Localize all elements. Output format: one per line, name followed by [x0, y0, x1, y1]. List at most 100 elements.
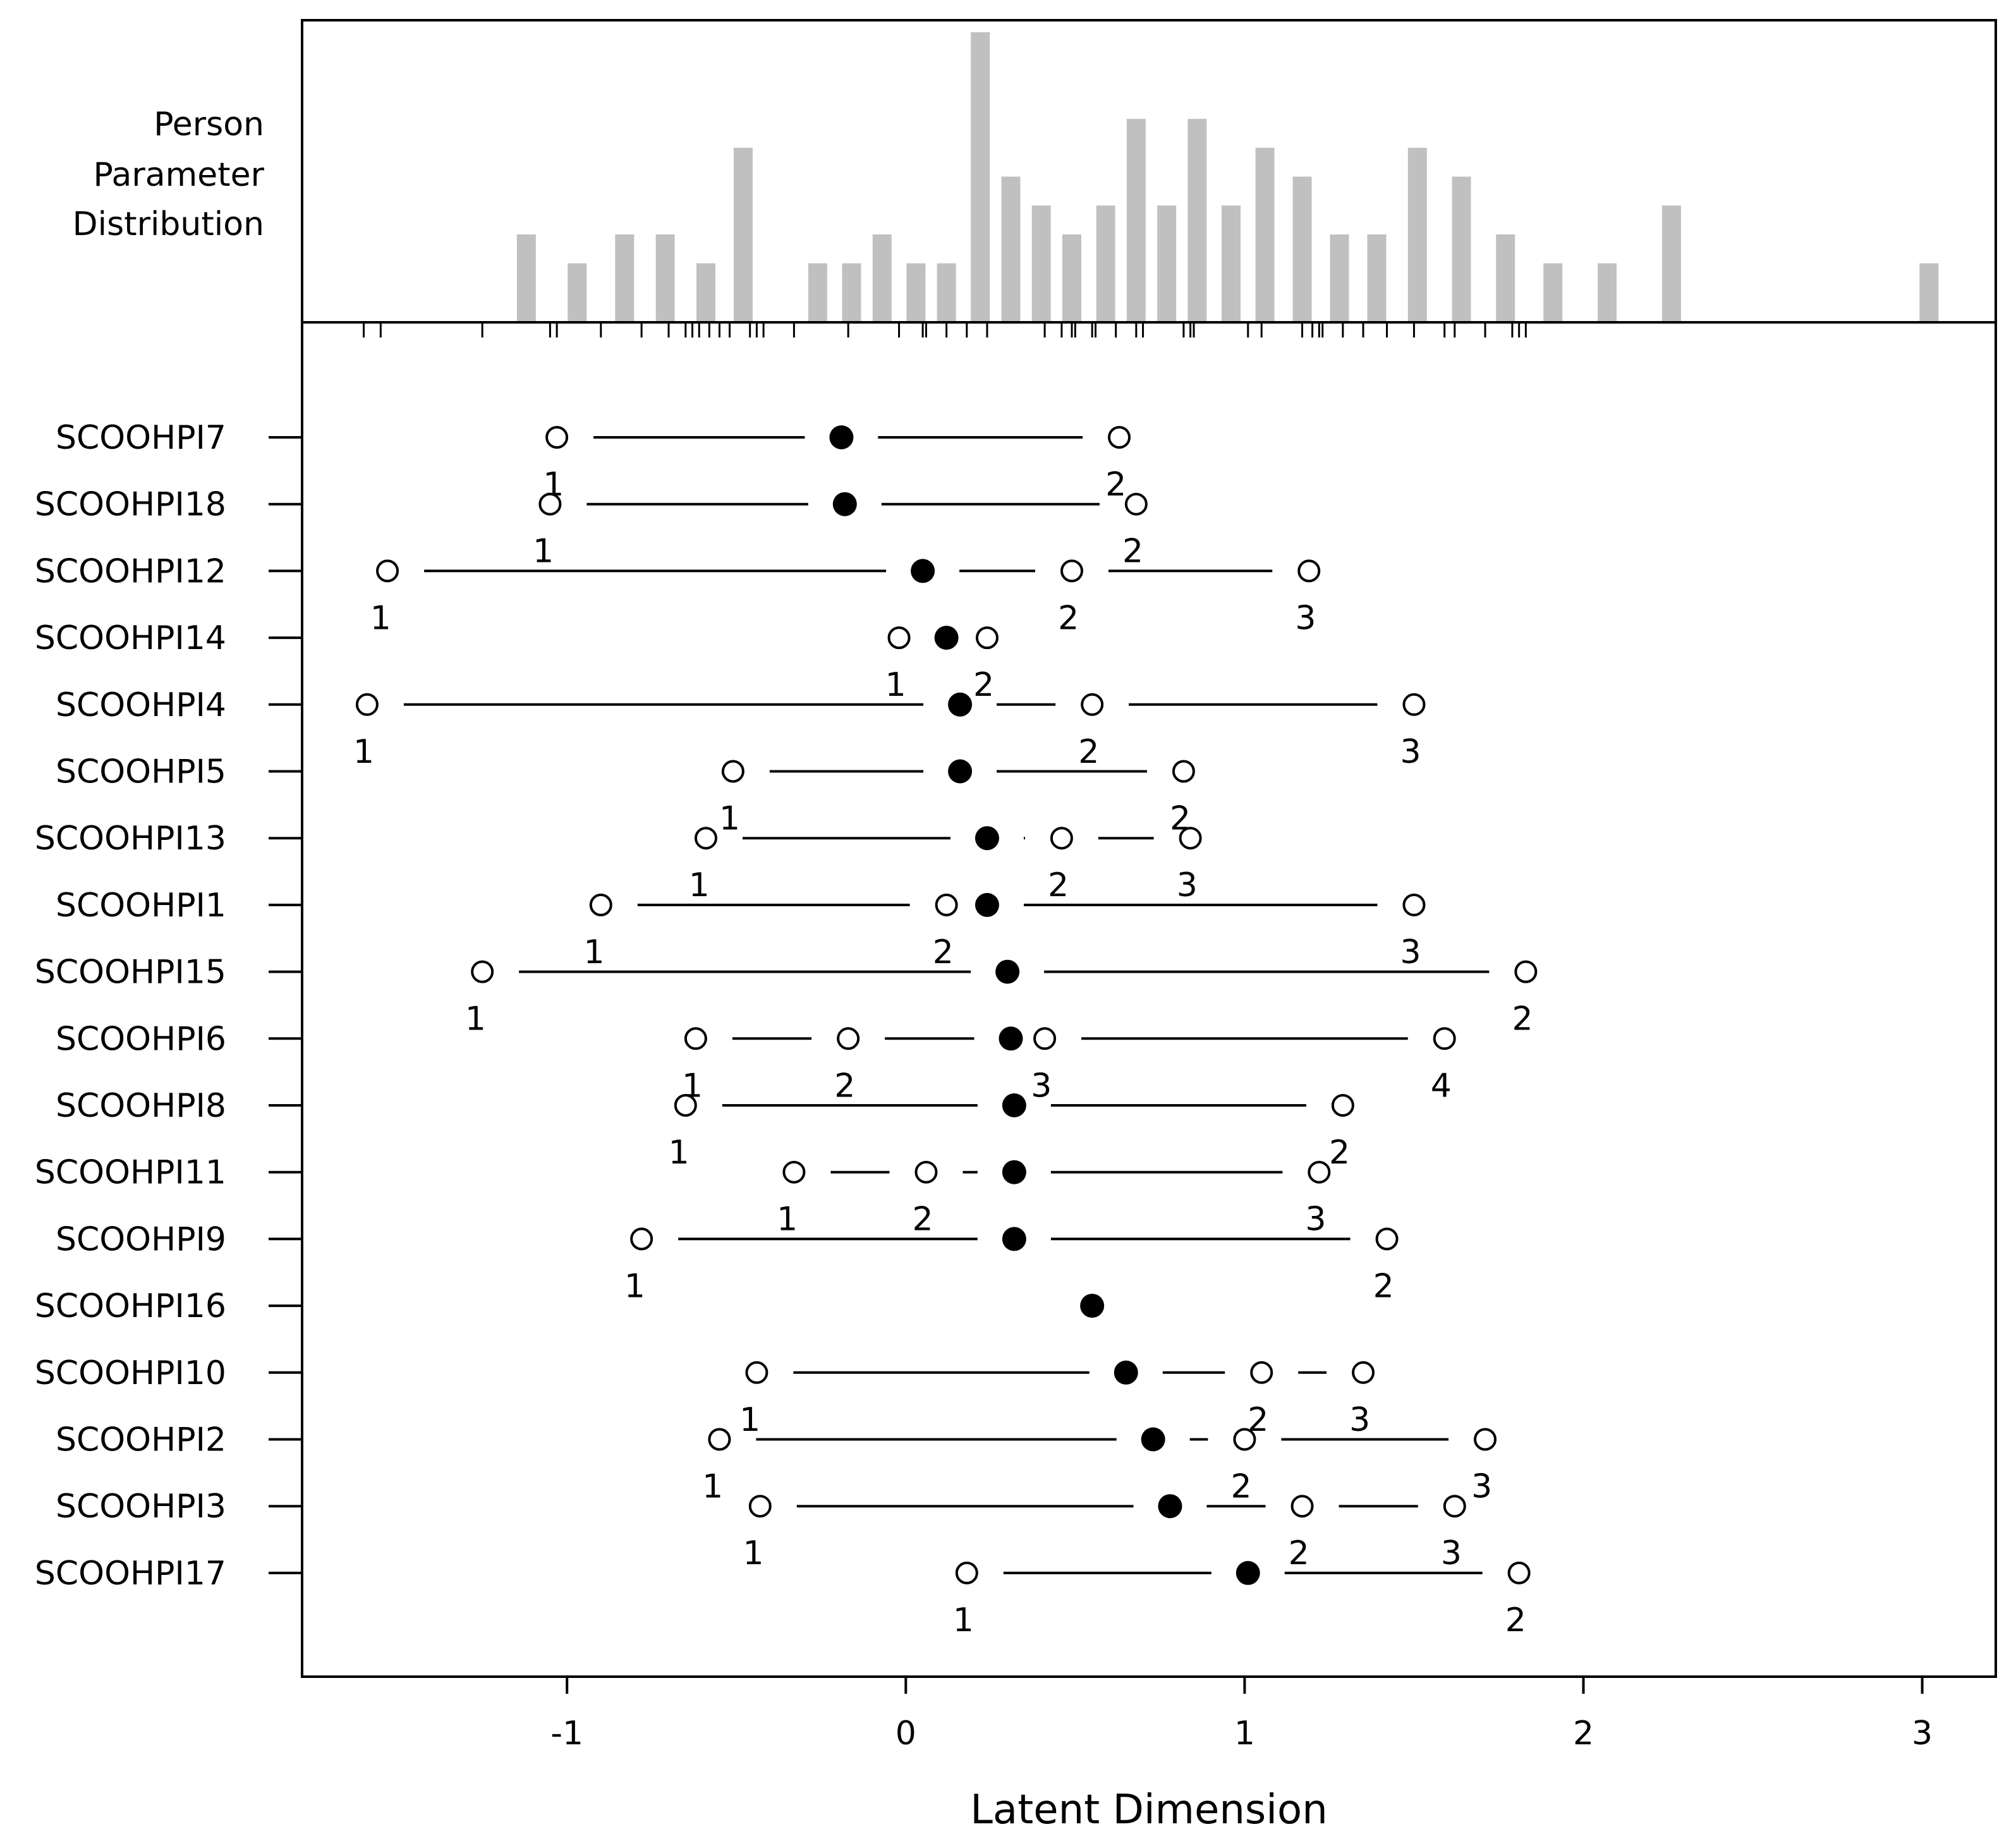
histogram-bar [1598, 263, 1617, 321]
threshold-label: 2 [1230, 1468, 1251, 1506]
x-axis-tick-label: 3 [1912, 1715, 1933, 1753]
threshold-point [1402, 893, 1426, 916]
histogram-bar [1367, 234, 1387, 321]
threshold-label: 1 [584, 933, 605, 971]
item-location-point [948, 759, 973, 784]
threshold-point [782, 1160, 806, 1184]
threshold-point [1331, 1094, 1354, 1117]
histogram-bar [568, 263, 587, 321]
threshold-point [1308, 1160, 1331, 1184]
item-label: SCOOHPI2 [56, 1421, 226, 1459]
item-location-point [948, 692, 973, 717]
threshold-label: 1 [669, 1134, 689, 1172]
threshold-point [545, 426, 569, 449]
threshold-point [1290, 1495, 1314, 1518]
plot-frame [301, 321, 1997, 1678]
histogram-bar [1292, 176, 1312, 321]
threshold-label: 3 [1031, 1067, 1052, 1105]
item-location-point [934, 626, 959, 650]
x-axis-title: Latent Dimension [970, 1787, 1328, 1833]
histogram-title-line: Distribution [73, 205, 264, 243]
threshold-point [935, 893, 958, 916]
item-label: SCOOHPI12 [35, 552, 226, 590]
item-label: SCOOHPI6 [56, 1020, 226, 1058]
histogram-bar [1126, 119, 1146, 321]
item-label: SCOOHPI16 [35, 1287, 226, 1325]
histogram-bar [1255, 147, 1275, 322]
item-row: SCOOHPI12 1 2 3 [35, 552, 1321, 637]
threshold-point [887, 626, 911, 650]
threshold-point [1250, 1361, 1273, 1384]
item-row: SCOOHPI2 1 2 3 [56, 1421, 1497, 1506]
threshold-point [1172, 760, 1195, 783]
item-label: SCOOHPI5 [56, 753, 226, 791]
item-label: SCOOHPI13 [35, 820, 226, 858]
threshold-label: 2 [1373, 1267, 1394, 1305]
item-location-point [829, 425, 854, 449]
histogram-bar [1001, 176, 1021, 321]
item-location-point [911, 559, 935, 583]
item-row: SCOOHPI18 1 2 [35, 486, 1148, 571]
threshold-label: 1 [739, 1401, 760, 1439]
item-label: SCOOHPI3 [56, 1488, 226, 1526]
threshold-point [1108, 426, 1131, 449]
threshold-point [1081, 693, 1104, 716]
threshold-label: 1 [353, 733, 374, 771]
threshold-point [1297, 559, 1321, 583]
threshold-point [975, 626, 999, 650]
threshold-point [1514, 960, 1538, 983]
threshold-label: 3 [1177, 866, 1198, 904]
threshold-point [684, 1027, 707, 1050]
histogram-bars [516, 32, 1939, 322]
histogram-bar [1187, 119, 1207, 321]
item-label: SCOOHPI7 [56, 419, 226, 457]
threshold-label: 2 [1048, 866, 1069, 904]
item-row: SCOOHPI3 1 2 3 [56, 1488, 1466, 1572]
threshold-label: 1 [465, 1000, 486, 1038]
threshold-label: 3 [1305, 1201, 1326, 1239]
item-label: SCOOHPI10 [35, 1354, 226, 1392]
threshold-label: 2 [973, 666, 994, 704]
threshold-label: 1 [719, 800, 740, 838]
threshold-label: 1 [624, 1267, 645, 1305]
histogram-bar [808, 263, 827, 321]
item-label: SCOOHPI9 [56, 1220, 226, 1258]
item-location-point [1080, 1294, 1105, 1318]
threshold-point [1033, 1027, 1057, 1050]
threshold-label: 3 [1400, 733, 1421, 771]
item-location-point [999, 1026, 1023, 1051]
item-label: SCOOHPI14 [35, 619, 226, 657]
threshold-label: 2 [1329, 1134, 1350, 1172]
threshold-point [1507, 1561, 1531, 1584]
histogram-bar [1919, 263, 1939, 321]
threshold-point [837, 1027, 860, 1050]
threshold-point [745, 1361, 768, 1384]
item-row: SCOOHPI13 1 2 3 [35, 820, 1202, 904]
item-label: SCOOHPI1 [56, 887, 226, 925]
threshold-label: 3 [1471, 1468, 1492, 1506]
threshold-label: 3 [1400, 933, 1421, 971]
histogram-bar [655, 234, 675, 321]
item-row: SCOOHPI14 1 2 [35, 619, 999, 704]
histogram-bar [1407, 147, 1427, 322]
threshold-point [721, 760, 744, 783]
item-location-point [1002, 1160, 1026, 1184]
item-label: SCOOHPI17 [35, 1555, 226, 1593]
threshold-label: 2 [1289, 1534, 1309, 1572]
item-location-point [1158, 1494, 1182, 1519]
item-location-point [1114, 1360, 1138, 1385]
histogram-bar [733, 147, 753, 322]
histogram-bar [872, 234, 892, 321]
threshold-label: 2 [1512, 1000, 1533, 1038]
threshold-point [1352, 1361, 1375, 1384]
threshold-label: 2 [1122, 533, 1143, 571]
threshold-rug [363, 324, 1527, 337]
item-location-point [832, 492, 857, 516]
threshold-point [955, 1561, 978, 1584]
item-location-point [1002, 1093, 1026, 1117]
item-row: SCOOHPI11 1 2 3 [35, 1154, 1331, 1239]
threshold-point [1233, 1428, 1256, 1451]
